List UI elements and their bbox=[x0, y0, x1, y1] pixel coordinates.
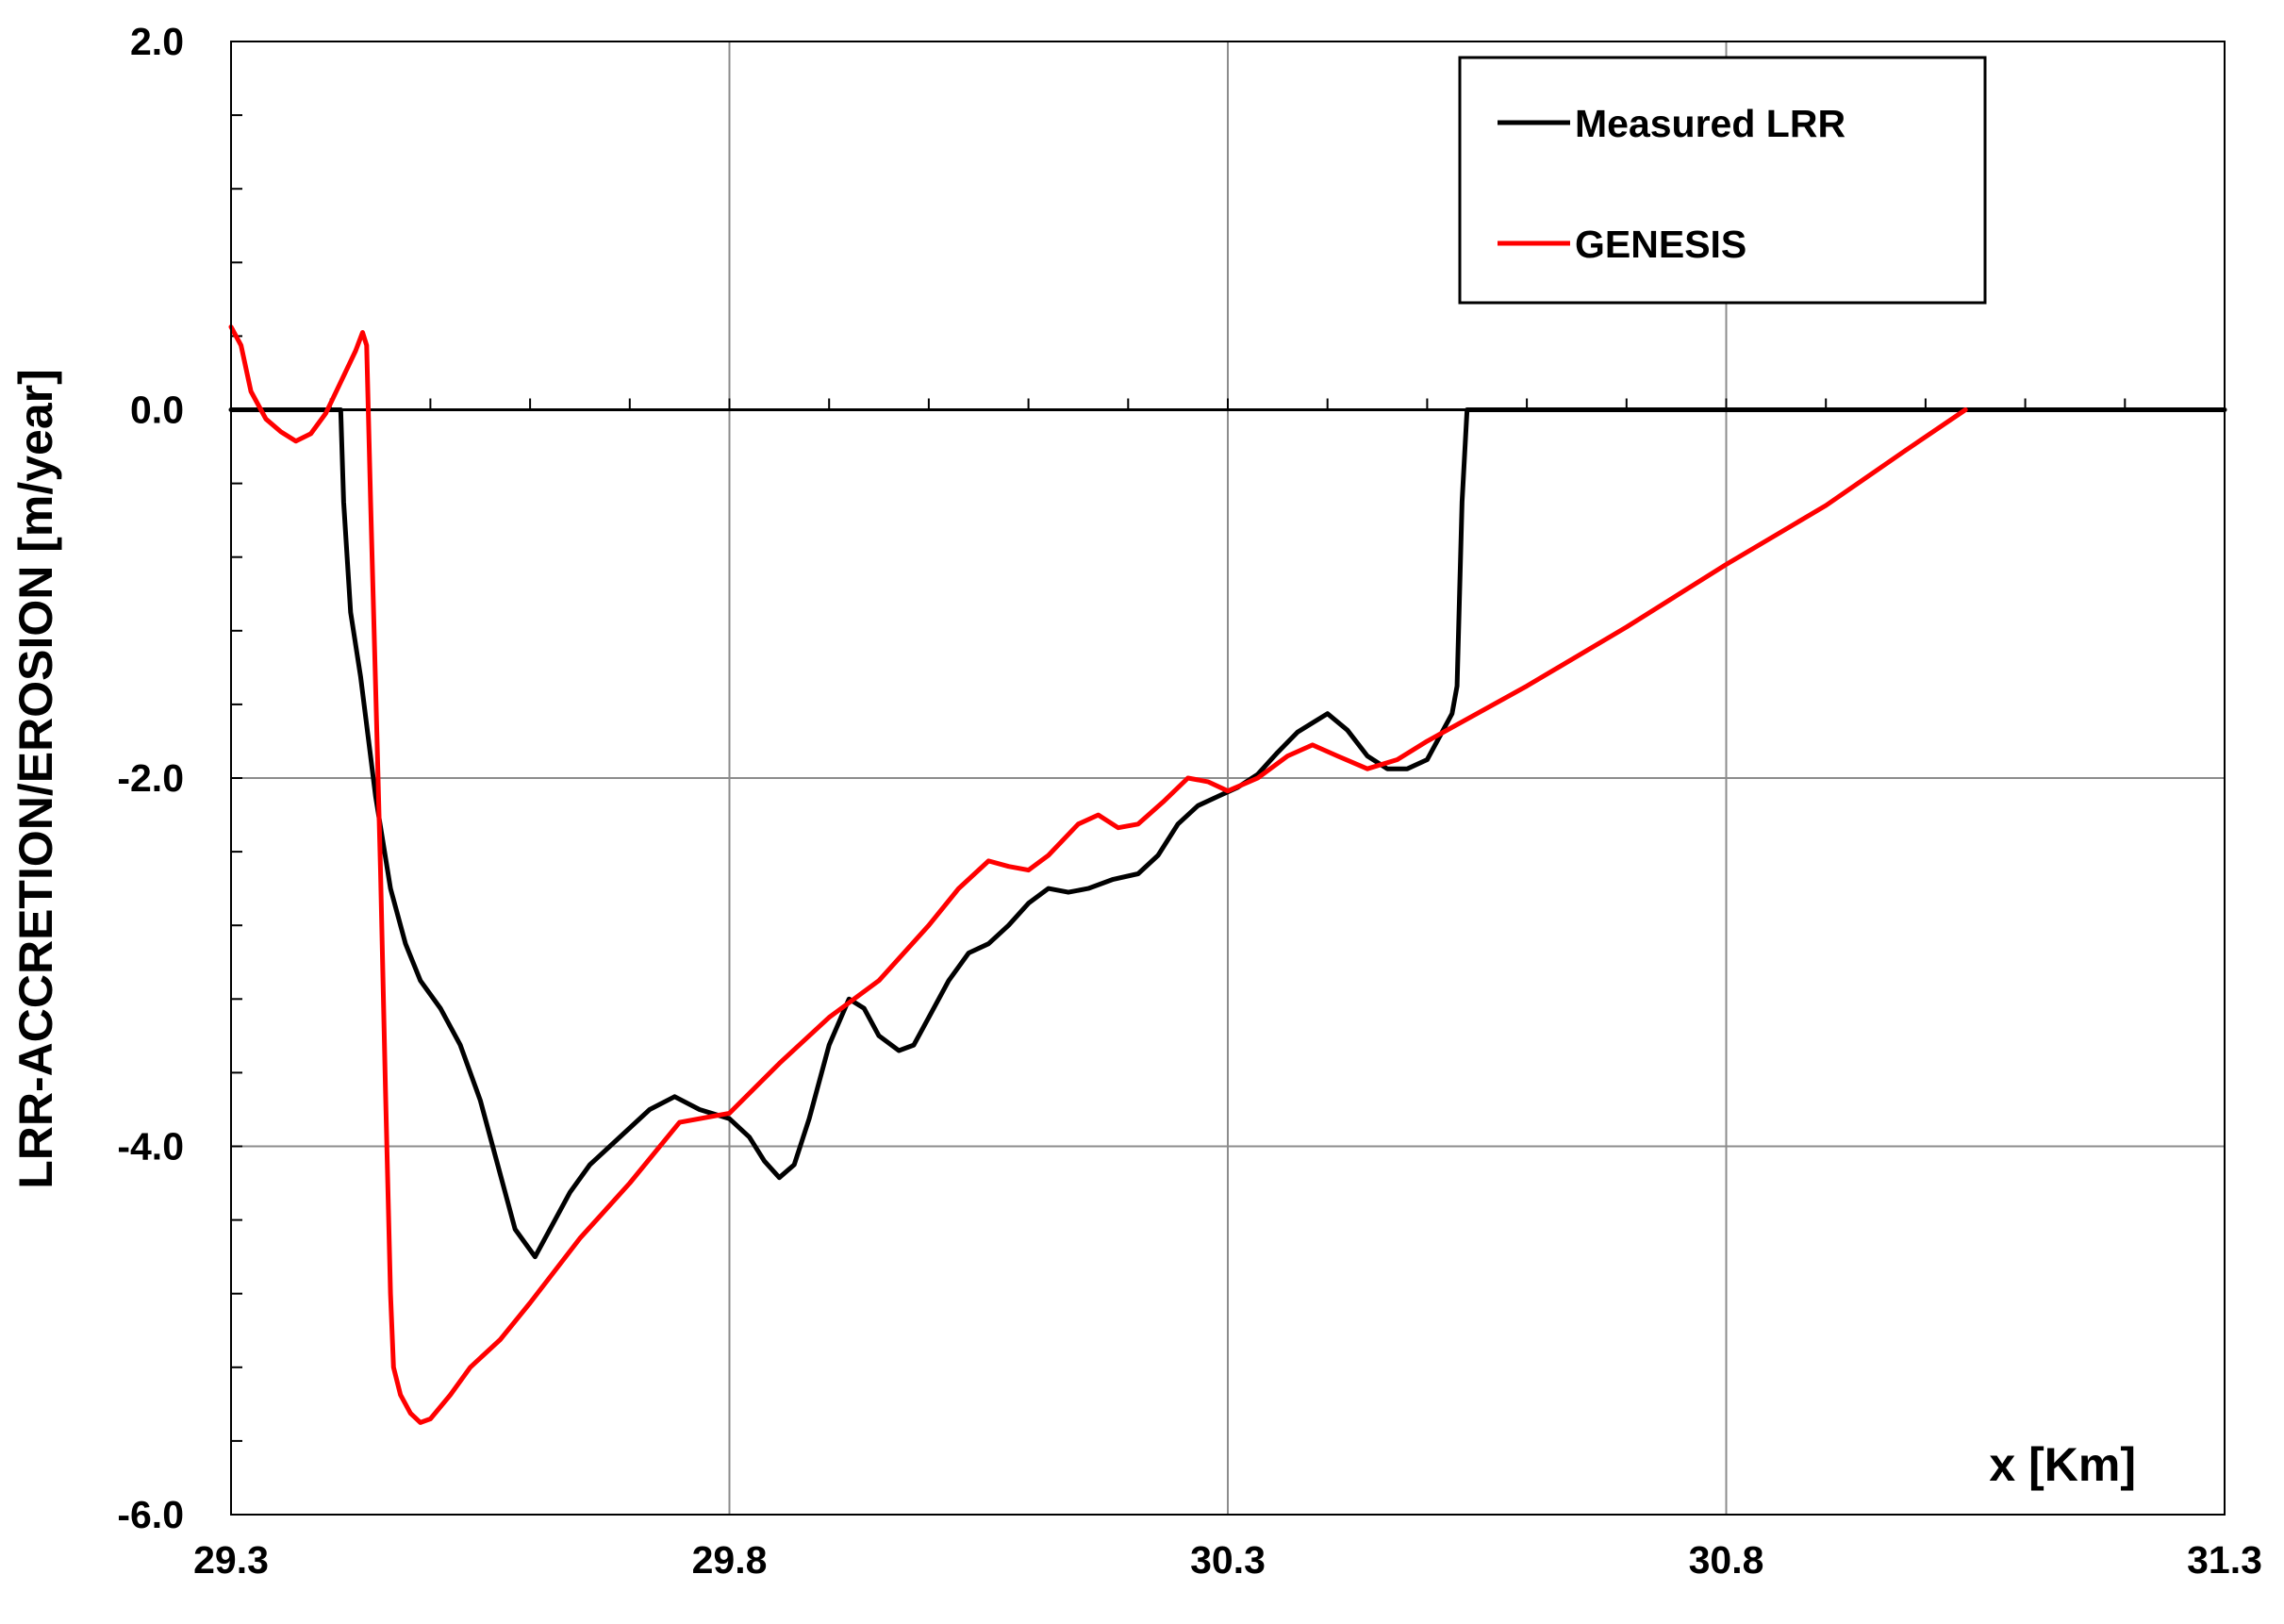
y-axis-title: LRR-ACCRETION/EROSION [m/year] bbox=[9, 369, 62, 1189]
legend: Measured LRR GENESIS bbox=[1458, 56, 1987, 305]
x-tick-label: 30.3 bbox=[1190, 1538, 1266, 1582]
x-tick-label: 29.8 bbox=[692, 1538, 768, 1582]
series-line-genesis bbox=[228, 324, 1968, 1425]
y-tick-labels: 2.0 0.0 -2.0 -4.0 -6.0 bbox=[117, 20, 184, 1536]
y-tick-label: 0.0 bbox=[130, 389, 184, 432]
legend-box bbox=[1458, 56, 1987, 305]
plot-area-border bbox=[230, 41, 2226, 1516]
y-tick-label: 2.0 bbox=[130, 20, 184, 63]
y-tick-label: -4.0 bbox=[117, 1125, 184, 1168]
x-tick-label: 30.8 bbox=[1689, 1538, 1764, 1582]
x-tick-label: 29.3 bbox=[193, 1538, 269, 1582]
y-tick-label: -2.0 bbox=[117, 756, 184, 800]
series-line-measured-lrr bbox=[228, 407, 2227, 1260]
x-axis-title: x [Km] bbox=[1989, 1438, 2136, 1491]
series-lines bbox=[228, 324, 2227, 1425]
legend-label-measured: Measured LRR bbox=[1575, 102, 1845, 145]
y-tick-label: -6.0 bbox=[117, 1493, 184, 1536]
x-tick-labels: 29.3 29.8 30.3 30.8 31.3 bbox=[193, 1538, 2262, 1582]
x-tick-label: 31.3 bbox=[2187, 1538, 2262, 1582]
legend-label-genesis: GENESIS bbox=[1575, 223, 1746, 266]
